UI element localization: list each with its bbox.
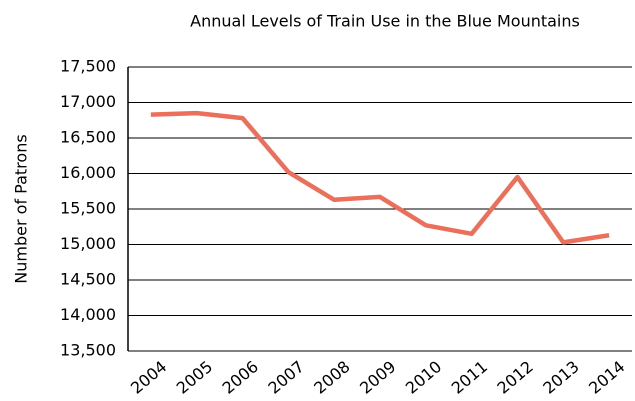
- y-tick-label: 13,500: [60, 341, 116, 360]
- x-tick-label: 2005: [173, 357, 216, 398]
- x-tick-label: 2012: [494, 357, 537, 398]
- x-tick-label: 2006: [219, 357, 262, 398]
- x-tick-label: 2007: [264, 357, 307, 398]
- y-axis-label: Number of Patrons: [12, 134, 31, 283]
- x-tick-label: 2014: [585, 357, 628, 398]
- chart-title: Annual Levels of Train Use in the Blue M…: [190, 12, 580, 31]
- y-tick-label: 17,000: [60, 92, 116, 111]
- line-series: [150, 110, 610, 245]
- y-tick-label: 15,000: [60, 234, 116, 253]
- x-tick-label: 2013: [539, 357, 582, 398]
- x-tick-label: 2004: [127, 357, 170, 398]
- y-tick-label: 14,000: [60, 305, 116, 324]
- x-tick-label: 2010: [402, 357, 445, 398]
- y-tick-label: 16,000: [60, 163, 116, 182]
- y-tick-label: 16,500: [60, 128, 116, 147]
- y-tick-label: 14,500: [60, 270, 116, 289]
- y-tick-label: 15,500: [60, 199, 116, 218]
- y-tick-label: 17,500: [60, 57, 116, 76]
- x-tick-label: 2009: [356, 357, 399, 398]
- x-tick-label: 2008: [310, 357, 353, 398]
- x-tick-label: 2011: [448, 357, 491, 398]
